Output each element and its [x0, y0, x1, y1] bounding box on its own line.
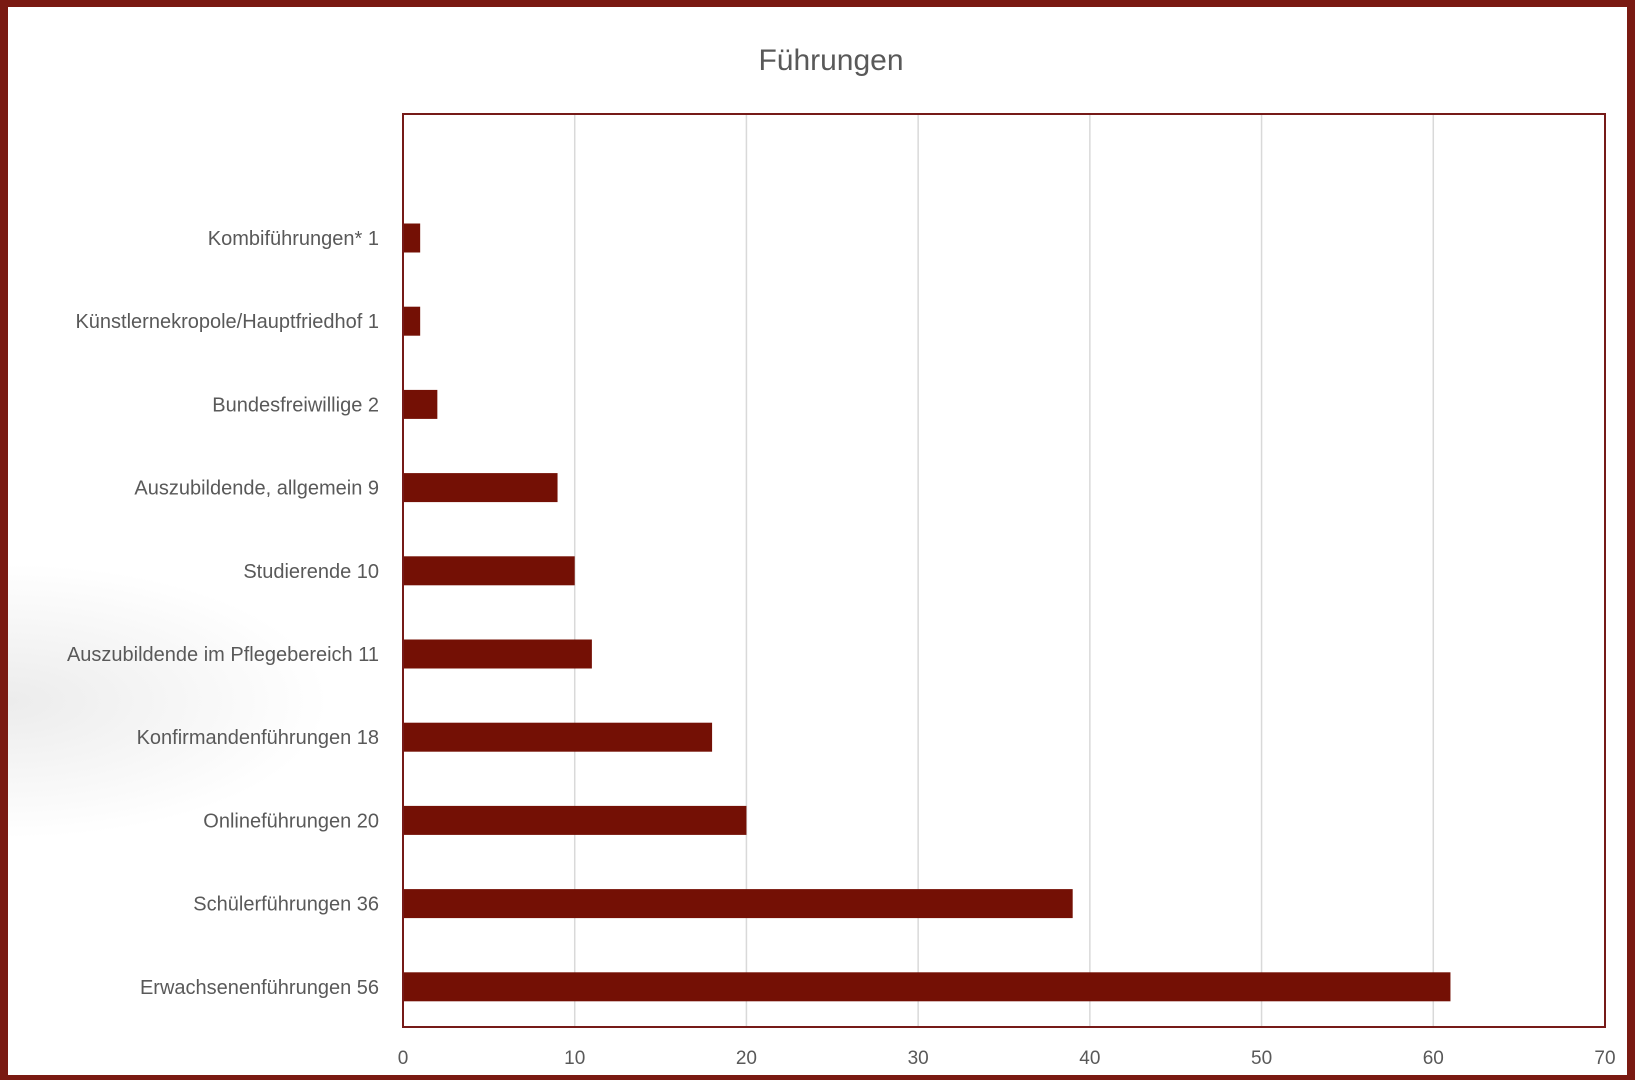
plot-area-border	[402, 113, 1606, 1028]
x-tick-label-70: 70	[1594, 1048, 1615, 1069]
chart-area: Führungen Kombiführungen* 1 Künstlernekro…	[67, 44, 1616, 1069]
category-label-3: Auszubildende, allgemein 9	[134, 478, 379, 500]
category-label-4: Studierende 10	[243, 561, 379, 583]
category-label-9: Erwachsenenführungen 56	[140, 977, 379, 999]
x-tick-label-60: 60	[1423, 1048, 1444, 1069]
x-tick-label-30: 30	[908, 1048, 929, 1069]
x-tick-label-50: 50	[1251, 1048, 1272, 1069]
bar-6	[403, 722, 713, 752]
x-tick-label-0: 0	[398, 1048, 409, 1069]
bar-4	[403, 556, 575, 586]
category-label-5: Auszubildende im Pflegebereich 11	[67, 644, 379, 666]
x-tick-label-20: 20	[736, 1048, 757, 1069]
category-label-1: Künstlernekropole/Hauptfriedhof 1	[75, 311, 379, 333]
bar-0	[403, 223, 421, 253]
bar-5	[403, 639, 592, 669]
chart-title: Führungen	[758, 44, 903, 77]
bar-1	[403, 306, 421, 336]
x-tick-label-10: 10	[564, 1048, 585, 1069]
category-label-0: Kombiführungen* 1	[208, 228, 379, 250]
category-label-8: Schülerführungen 36	[193, 894, 379, 916]
bar-3	[403, 473, 558, 503]
bars	[403, 223, 1451, 1002]
x-tick-label-40: 40	[1079, 1048, 1100, 1069]
category-labels: Kombiführungen* 1 Künstlernekropole/Haupt…	[67, 228, 379, 999]
category-label-2: Bundesfreiwillige 2	[212, 394, 379, 416]
category-label-7: Onlineführungen 20	[203, 810, 379, 832]
bar-8	[403, 889, 1073, 919]
gridlines	[402, 114, 1606, 1027]
bar-9	[403, 972, 1451, 1002]
bar-7	[403, 805, 747, 835]
x-axis-ticks: 0 10 20 30 40 50 60 70	[398, 1048, 1616, 1069]
bar-2	[403, 389, 438, 419]
category-label-6: Konfirmandenführungen 18	[137, 727, 379, 749]
